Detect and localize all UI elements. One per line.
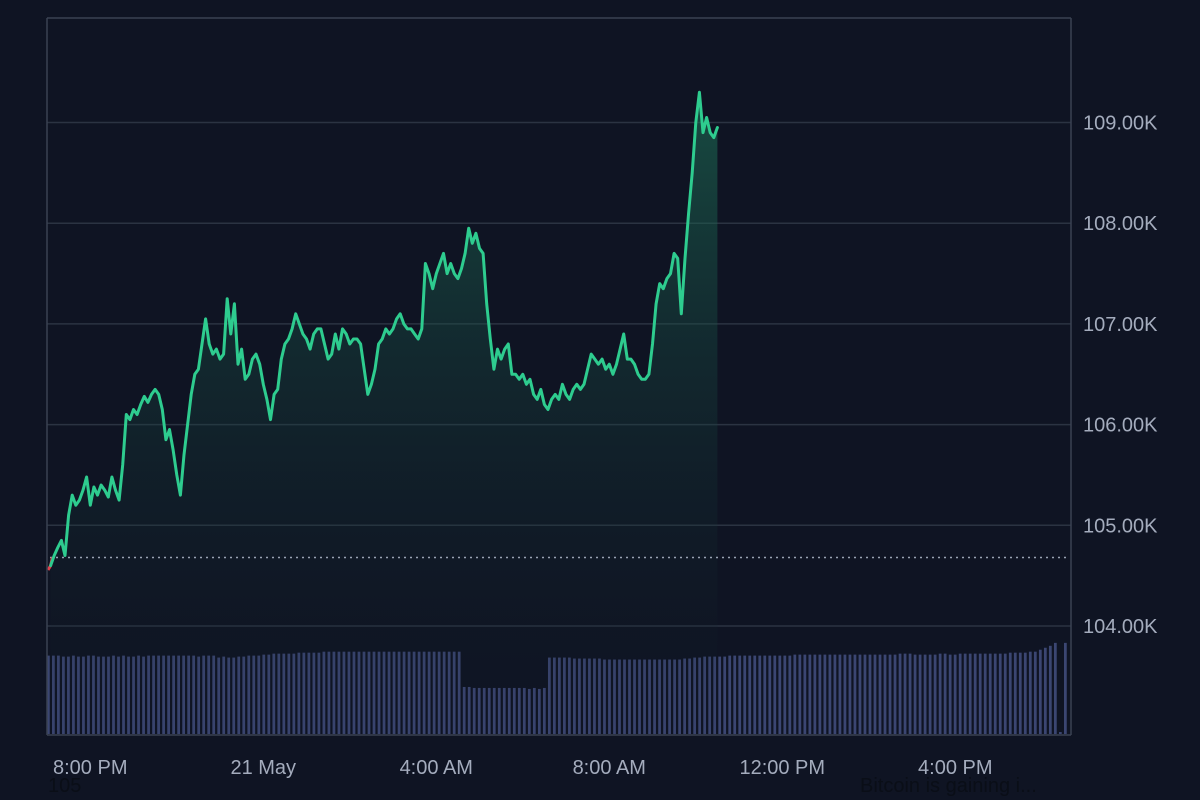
y-tick-label: 109.00K bbox=[1083, 113, 1158, 135]
volume-bar bbox=[808, 654, 812, 734]
x-tick-label: 21 May bbox=[230, 757, 296, 779]
volume-bar bbox=[1033, 651, 1037, 734]
x-axis-labels: 8:00 PM 21 May 4:00 AM 8:00 AM 12:00 PM 4:00 … bbox=[53, 757, 993, 779]
volume-bar bbox=[723, 656, 727, 734]
volume-bar bbox=[928, 654, 932, 734]
volume-bar bbox=[943, 653, 947, 734]
volume-bar bbox=[758, 655, 762, 734]
volume-bar bbox=[983, 653, 987, 734]
volume-bar bbox=[773, 655, 777, 734]
x-tick-label: 12:00 PM bbox=[739, 757, 825, 779]
volume-bar bbox=[1008, 652, 1012, 734]
price-area-fill bbox=[50, 92, 718, 736]
volume-bar bbox=[913, 654, 917, 734]
x-tick-label: 4:00 PM bbox=[918, 757, 992, 779]
volume-bar bbox=[753, 655, 757, 734]
y-tick-label: 104.00K bbox=[1083, 616, 1158, 638]
volume-bar bbox=[953, 654, 957, 734]
y-tick-label: 107.00K bbox=[1083, 314, 1158, 336]
volume-bar bbox=[1023, 652, 1027, 734]
y-tick-label: 108.00K bbox=[1083, 213, 1158, 235]
chart-frame bbox=[46, 17, 1072, 736]
volume-bar bbox=[1013, 652, 1017, 734]
price-area bbox=[50, 92, 718, 736]
volume-bar bbox=[1043, 647, 1047, 734]
volume-bar bbox=[733, 655, 737, 734]
x-tick-label: 8:00 AM bbox=[573, 757, 646, 779]
x-tick-label: 8:00 PM bbox=[53, 757, 127, 779]
price-line bbox=[46, 90, 1068, 571]
volume-bar bbox=[958, 653, 962, 734]
volume-bar bbox=[718, 656, 722, 734]
y-axis-labels: 104.00K 105.00K 106.00K 107.00K 108.00K 109.0… bbox=[1083, 113, 1158, 639]
volume-bar bbox=[993, 653, 997, 734]
volume-bar bbox=[883, 654, 887, 734]
volume-bar bbox=[853, 654, 857, 734]
volume-bar bbox=[833, 654, 837, 734]
volume-bar bbox=[848, 654, 852, 734]
volume-bar bbox=[963, 653, 967, 734]
volume-bar bbox=[973, 653, 977, 734]
volume-bar bbox=[818, 654, 822, 734]
volume-bar bbox=[918, 654, 922, 734]
volume-bar bbox=[788, 655, 792, 734]
volume-bar bbox=[793, 654, 797, 734]
volume-bar bbox=[843, 654, 847, 734]
y-tick-label: 105.00K bbox=[1083, 515, 1158, 537]
footer-news-text[interactable]: Bitcoin is gaining i... bbox=[860, 775, 1037, 797]
volume-bar bbox=[868, 654, 872, 734]
volume-bar bbox=[768, 655, 772, 734]
volume-bar bbox=[888, 654, 892, 734]
volume-bar bbox=[863, 654, 867, 734]
volume-bar bbox=[878, 654, 882, 734]
volume-bar bbox=[783, 655, 787, 734]
volume-bar bbox=[1053, 642, 1057, 734]
volume-bar bbox=[1028, 651, 1032, 734]
volume-bar bbox=[738, 655, 742, 734]
volume-bar bbox=[748, 655, 752, 734]
volume-bar bbox=[803, 654, 807, 734]
volume-bar bbox=[763, 655, 767, 734]
volume-bar bbox=[988, 653, 992, 734]
volume-bar bbox=[828, 654, 832, 734]
volume-bar bbox=[903, 653, 907, 734]
volume-bar bbox=[998, 653, 1002, 734]
x-tick-label: 4:00 AM bbox=[400, 757, 473, 779]
price-line-path bbox=[49, 90, 719, 568]
volume-bar bbox=[1003, 653, 1007, 734]
volume-bar bbox=[1058, 732, 1062, 734]
volume-bar bbox=[798, 654, 802, 734]
volume-bar bbox=[948, 654, 952, 734]
volume-bar bbox=[968, 653, 972, 734]
volume-bar bbox=[893, 654, 897, 734]
footer-left-text: 105 bbox=[48, 775, 82, 797]
volume-bar bbox=[1063, 642, 1067, 734]
volume-bar bbox=[923, 654, 927, 734]
volume-bar bbox=[1018, 652, 1022, 734]
volume-bar bbox=[1038, 649, 1042, 734]
volume-bar bbox=[813, 654, 817, 734]
volume-bar bbox=[47, 655, 50, 734]
volume-bar bbox=[978, 653, 982, 734]
volume-bar bbox=[938, 653, 942, 734]
volume-bar bbox=[1048, 645, 1052, 734]
volume-bar bbox=[743, 655, 747, 734]
volume-bar bbox=[898, 653, 902, 734]
volume-bar bbox=[728, 655, 732, 734]
volume-bar bbox=[858, 654, 862, 734]
volume-bar bbox=[873, 654, 877, 734]
volume-bar bbox=[838, 654, 842, 734]
volume-bar bbox=[778, 655, 782, 734]
volume-bar bbox=[908, 653, 912, 734]
y-tick-label: 106.00K bbox=[1083, 415, 1158, 437]
volume-bar bbox=[933, 654, 937, 734]
volume-bar bbox=[823, 654, 827, 734]
